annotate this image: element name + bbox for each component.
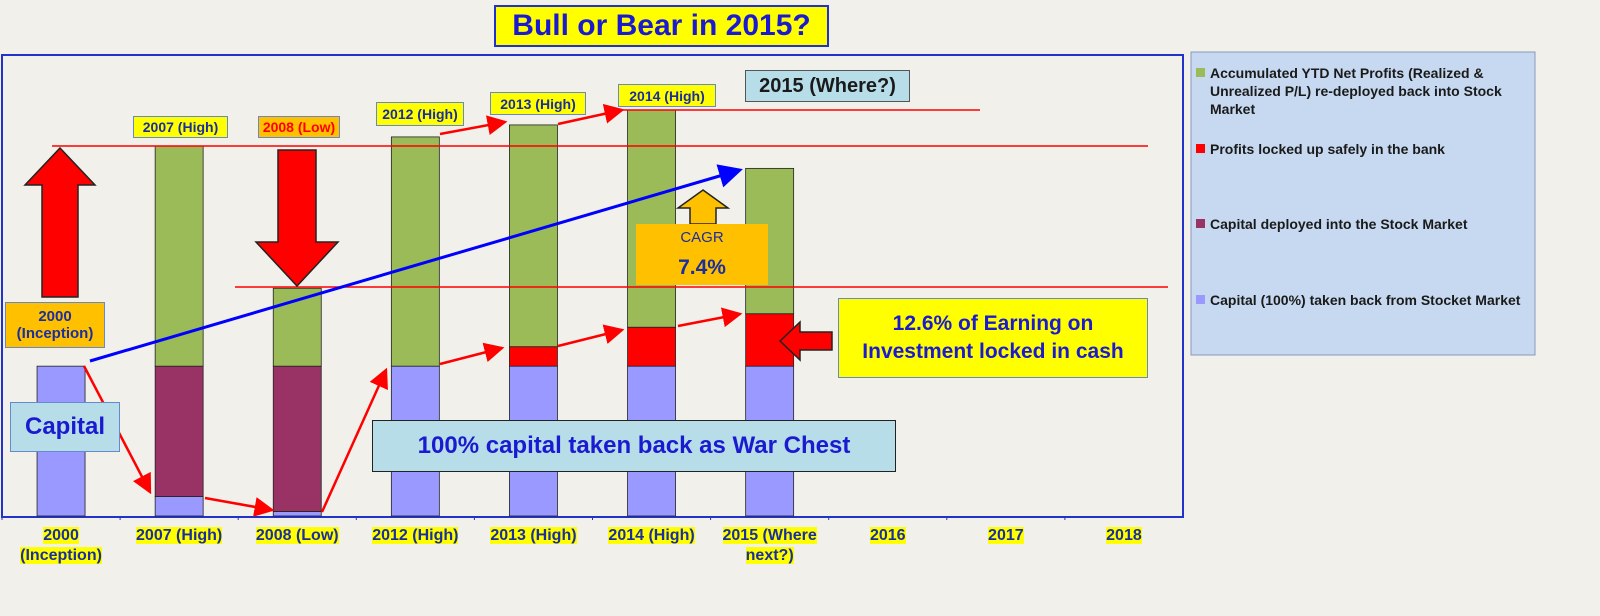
legend-label: Capital (100%) taken back from Stocket M… bbox=[1210, 292, 1521, 308]
annotation: 7.4% bbox=[636, 250, 768, 285]
x-tick-text: 2007 (High) bbox=[136, 527, 223, 544]
x-tick-label: 2018 bbox=[1068, 526, 1180, 546]
decorations bbox=[23, 103, 1168, 517]
bar-segment bbox=[627, 109, 676, 328]
bar-segment bbox=[154, 365, 204, 497]
cash-arrow bbox=[778, 320, 833, 362]
x-tick-text: 2014 (High) bbox=[608, 527, 695, 544]
annotation: 12.6% of Earning on Investment locked in… bbox=[838, 298, 1148, 378]
legend-entry: Profits locked up safely in the bank bbox=[1196, 140, 1540, 158]
x-tick-label: 2007 (High) bbox=[123, 526, 235, 546]
bar-segment bbox=[627, 326, 676, 367]
x-tick-text: 2017 bbox=[988, 527, 1024, 544]
legend-entry: Capital (100%) taken back from Stocket M… bbox=[1196, 291, 1540, 309]
legend-box bbox=[1190, 51, 1536, 356]
x-tick-label: 2016 bbox=[832, 526, 944, 546]
annotation: Capital bbox=[10, 402, 120, 452]
annotation: 2008 (Low) bbox=[258, 116, 340, 138]
x-tick-text: 2012 (High) bbox=[372, 527, 459, 544]
x-tick-text: 2000 (Inception) bbox=[20, 527, 102, 564]
bar-segment bbox=[154, 496, 204, 517]
bar-segment bbox=[390, 136, 440, 367]
annotation: 2013 (High) bbox=[490, 92, 586, 115]
x-tick-label: 2013 (High) bbox=[477, 526, 589, 546]
down-arrow bbox=[254, 149, 340, 288]
annotation: 2012 (High) bbox=[376, 102, 464, 126]
x-tick-text: 2015 (Where next?) bbox=[722, 527, 817, 564]
up-arrow bbox=[23, 146, 97, 298]
x-tick-label: 2015 (Where next?) bbox=[714, 526, 826, 566]
legend-label: Capital deployed into the Stock Market bbox=[1210, 216, 1468, 232]
annotation: 100% capital taken back as War Chest bbox=[372, 420, 896, 472]
bar-segment bbox=[272, 511, 322, 517]
x-tick-label: 2014 (High) bbox=[596, 526, 708, 546]
x-tick-label: 2012 (High) bbox=[359, 526, 471, 546]
legend-entry: Capital deployed into the Stock Market bbox=[1196, 215, 1540, 233]
legend-label: Profits locked up safely in the bank bbox=[1210, 141, 1445, 157]
annotation: 2007 (High) bbox=[133, 116, 228, 138]
bar-segment bbox=[272, 365, 322, 512]
x-tick-text: 2013 (High) bbox=[490, 527, 577, 544]
legend-label: Accumulated YTD Net Profits (Realized & … bbox=[1210, 65, 1502, 117]
legend-swatch bbox=[1196, 144, 1205, 153]
x-tick-text: 2016 bbox=[869, 527, 906, 544]
annotation: 2015 (Where?) bbox=[745, 70, 910, 102]
trend-arrow bbox=[89, 164, 743, 363]
x-tick-label: 2000 (Inception) bbox=[5, 526, 117, 566]
x-tick-label: 2017 bbox=[950, 526, 1062, 546]
annotation: CAGR bbox=[636, 224, 768, 250]
annotation: 2014 (High) bbox=[618, 84, 716, 107]
x-tick-text: 2018 bbox=[1106, 527, 1142, 544]
chart-title: Bull or Bear in 2015? bbox=[494, 5, 829, 47]
bar-segment bbox=[509, 346, 558, 367]
x-tick-text: 2008 (Low) bbox=[255, 527, 339, 544]
bar-segment bbox=[154, 145, 204, 367]
legend-swatch bbox=[1196, 295, 1205, 304]
legend-swatch bbox=[1196, 68, 1205, 77]
legend-swatch bbox=[1196, 219, 1205, 228]
annotation: 2000 (Inception) bbox=[5, 302, 105, 348]
x-tick-label: 2008 (Low) bbox=[241, 526, 353, 546]
legend-entry: Accumulated YTD Net Profits (Realized & … bbox=[1196, 64, 1540, 118]
